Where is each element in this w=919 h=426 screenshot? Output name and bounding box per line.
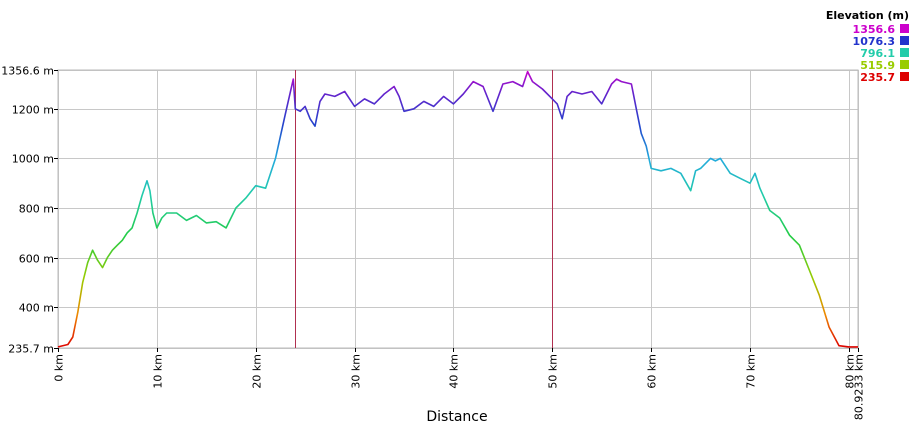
legend-swatch bbox=[900, 24, 909, 33]
legend-swatch bbox=[900, 72, 909, 81]
x-tick-label: 70 km bbox=[745, 354, 758, 389]
legend-label: 515.9 bbox=[860, 59, 895, 72]
legend-label: 1076.3 bbox=[853, 35, 895, 48]
x-tick-label: 0 km bbox=[53, 354, 66, 382]
legend-label: 796.1 bbox=[860, 47, 895, 60]
grid-lines bbox=[58, 70, 859, 349]
x-tick-label: 40 km bbox=[448, 354, 461, 389]
y-tick-label: 400 m bbox=[19, 302, 54, 315]
x-axis-title: Distance bbox=[426, 409, 487, 425]
y-tick-label: 600 m bbox=[19, 253, 54, 266]
y-tick-label: 800 m bbox=[19, 203, 54, 216]
y-tick-labels: 235.7 m 400 m 600 m 800 m 1000 m 1200 m 1356.6… bbox=[1, 65, 54, 356]
legend: Elevation (m) 1356.61076.3796.1515.9235.… bbox=[826, 9, 909, 84]
distance-markers bbox=[295, 70, 553, 348]
legend-title: Elevation (m) bbox=[826, 9, 909, 22]
legend-label: 1356.6 bbox=[853, 23, 896, 36]
y-tick-label: 1000 m bbox=[12, 153, 54, 166]
axes bbox=[54, 69, 859, 352]
legend-label: 235.7 bbox=[860, 71, 895, 84]
x-tick-label: 10 km bbox=[152, 354, 165, 389]
series-group bbox=[57, 70, 858, 348]
x-tick-label: 80 km bbox=[844, 354, 857, 389]
x-tick-label: 20 km bbox=[251, 354, 264, 389]
y-tick-label: 1200 m bbox=[12, 104, 54, 117]
x-tick-label: 80.9233 km bbox=[853, 354, 866, 420]
x-tick-label: 50 km bbox=[547, 354, 560, 389]
x-tick-label: 30 km bbox=[350, 354, 363, 389]
y-tick-label: 1356.6 m bbox=[1, 65, 54, 78]
x-tick-labels: 0 km 10 km 20 km 30 km 40 km 50 km 60 km 70 km 8… bbox=[53, 354, 866, 420]
y-tick-label: 235.7 m bbox=[8, 343, 54, 356]
legend-swatch bbox=[900, 60, 909, 69]
legend-swatch bbox=[900, 36, 909, 45]
x-tick-label: 60 km bbox=[646, 354, 659, 389]
elevation-series-line bbox=[57, 70, 858, 348]
legend-swatch bbox=[900, 48, 909, 57]
